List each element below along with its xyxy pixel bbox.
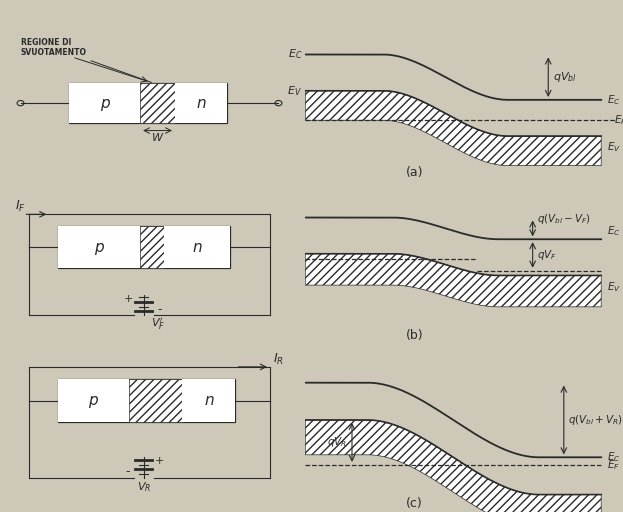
- Polygon shape: [305, 420, 601, 512]
- Text: p: p: [94, 240, 104, 254]
- Bar: [58, 379, 129, 422]
- Text: $qV_{bl}$: $qV_{bl}$: [553, 70, 577, 84]
- Text: $I_F$: $I_F$: [15, 199, 26, 214]
- Text: +: +: [123, 293, 133, 304]
- Polygon shape: [305, 254, 601, 307]
- Text: $V_F'$: $V_F'$: [151, 316, 165, 332]
- Text: n: n: [193, 240, 202, 254]
- Bar: [129, 379, 182, 422]
- Bar: [175, 83, 227, 123]
- Text: n: n: [204, 393, 214, 408]
- Text: (a): (a): [406, 166, 423, 179]
- Text: (c): (c): [406, 497, 422, 510]
- Text: -: -: [157, 303, 162, 315]
- Text: $qV_F$: $qV_F$: [537, 248, 557, 262]
- Bar: [69, 83, 227, 123]
- Text: $V_R$: $V_R$: [136, 480, 151, 494]
- Text: -: -: [126, 465, 130, 478]
- Text: p: p: [88, 393, 98, 408]
- Bar: [140, 83, 175, 123]
- Text: (b): (b): [406, 329, 423, 343]
- Text: $E_C$: $E_C$: [607, 451, 621, 464]
- Text: $E_V$: $E_V$: [607, 141, 621, 154]
- Text: $E_V$: $E_V$: [287, 84, 302, 98]
- Text: $E_C$: $E_C$: [607, 93, 621, 106]
- Text: $qV_R$: $qV_R$: [327, 435, 348, 450]
- Text: $q(V_{bl} + V_R)$: $q(V_{bl} + V_R)$: [568, 413, 623, 427]
- Bar: [182, 379, 235, 422]
- Text: p: p: [100, 96, 110, 111]
- Bar: [140, 226, 164, 268]
- Bar: [164, 226, 230, 268]
- Text: $E_C$: $E_C$: [288, 48, 302, 61]
- Text: $E_F$: $E_F$: [607, 458, 621, 472]
- Text: $E_V$: $E_V$: [607, 281, 621, 294]
- Text: $E_F$: $E_F$: [614, 113, 623, 127]
- Text: W: W: [152, 133, 163, 143]
- Bar: [58, 379, 235, 422]
- Text: +: +: [155, 456, 164, 466]
- Text: $q(V_{bl} - V_F)$: $q(V_{bl} - V_F)$: [537, 212, 591, 226]
- Bar: [58, 226, 140, 268]
- Bar: [69, 83, 140, 123]
- Text: $I_R$: $I_R$: [273, 352, 283, 368]
- Bar: [58, 226, 230, 268]
- Text: $E_C$: $E_C$: [607, 224, 621, 238]
- Polygon shape: [305, 91, 601, 165]
- Text: n: n: [196, 96, 206, 111]
- Text: REGIONE DI
SVUOTAMENTO: REGIONE DI SVUOTAMENTO: [21, 38, 151, 82]
